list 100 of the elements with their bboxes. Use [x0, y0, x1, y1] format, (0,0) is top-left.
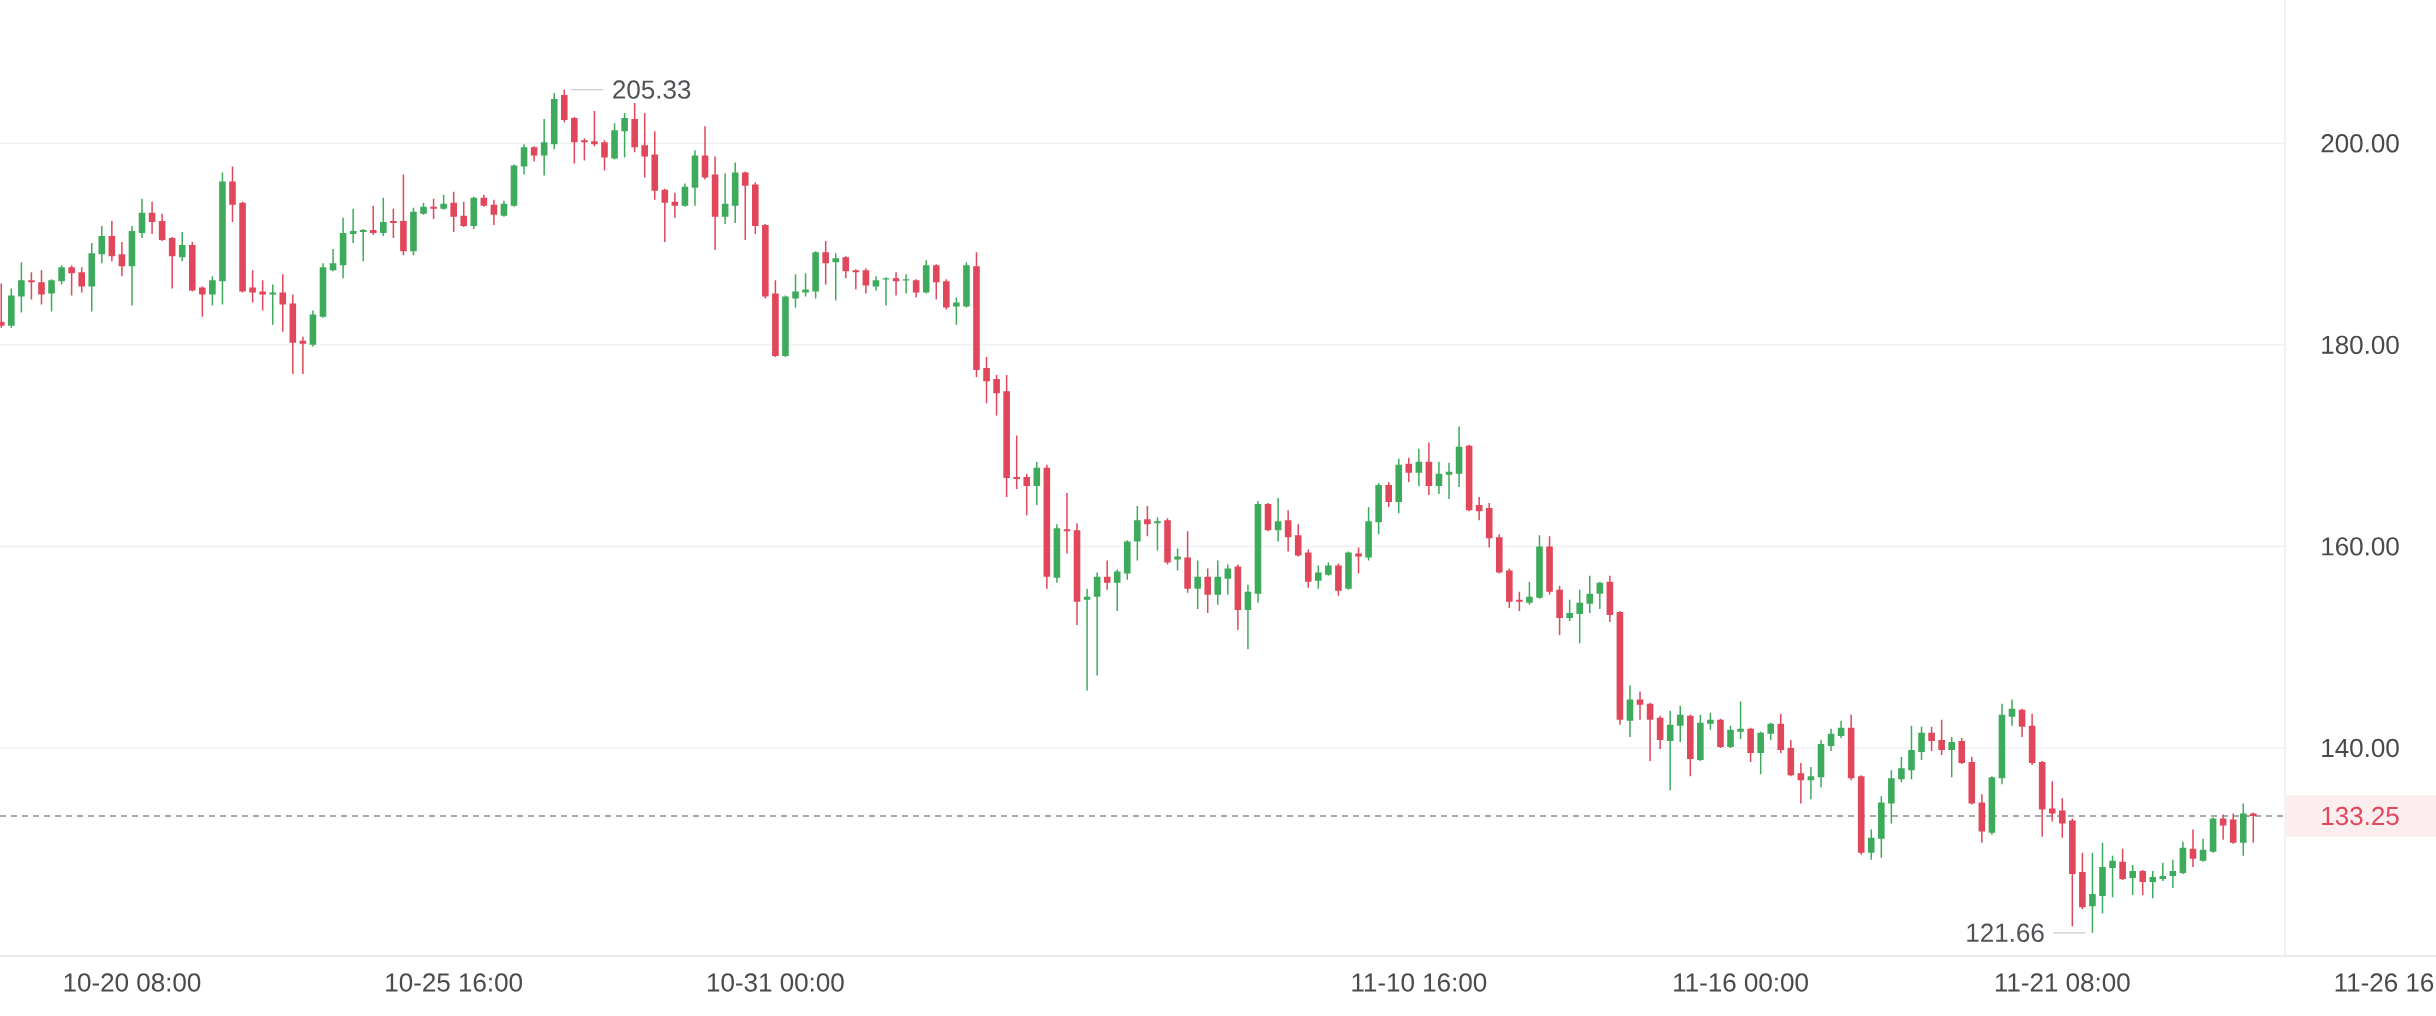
candlestick — [38, 270, 45, 305]
candlestick — [2018, 708, 2026, 737]
candlestick — [571, 117, 578, 164]
candlestick — [1767, 722, 1775, 740]
candlestick — [762, 223, 769, 299]
candlestick — [1274, 498, 1282, 542]
candlestick — [1908, 725, 1915, 780]
candlestick — [731, 162, 739, 223]
candlestick — [1365, 507, 1372, 561]
candlestick — [1556, 585, 1563, 636]
candlestick — [741, 171, 749, 241]
candlestick — [1968, 757, 1976, 805]
candlestick — [1606, 575, 1614, 622]
candlestick — [1616, 610, 1624, 725]
candlestick — [1978, 794, 1986, 843]
x-tick-label: 11-10 16:00 — [1352, 973, 1487, 992]
candlestick — [1113, 569, 1121, 611]
candlestick — [1385, 481, 1392, 508]
candlestick — [661, 188, 669, 243]
candlestick — [540, 119, 548, 176]
candlestick — [1204, 568, 1212, 613]
candlestick — [1455, 426, 1463, 487]
candlestick — [108, 220, 116, 262]
candlestick — [2058, 798, 2066, 838]
candlestick — [1294, 524, 1302, 557]
candlestick — [1777, 713, 1785, 754]
candlestick — [1626, 685, 1634, 737]
candlestick — [1807, 767, 1815, 800]
candlestick — [1083, 588, 1091, 691]
candlestick — [188, 242, 196, 292]
candlestick — [289, 294, 297, 375]
candlestick — [2239, 803, 2247, 856]
candlestick — [701, 126, 709, 180]
candlestick — [128, 225, 136, 306]
candlestick — [279, 274, 287, 332]
candlestick — [1415, 448, 1423, 486]
candlestick — [1676, 705, 1684, 742]
candlestick — [1073, 523, 1081, 626]
candlestick — [1646, 702, 1654, 762]
candlestick — [1325, 562, 1332, 576]
candlestick — [2028, 713, 2036, 766]
candlestick — [1093, 572, 1101, 676]
candlestick — [1998, 703, 2006, 785]
candlestick — [872, 276, 880, 291]
candlestick — [1697, 714, 1704, 762]
candlestick — [1918, 726, 1925, 761]
candlestick — [550, 92, 558, 150]
candlestick — [1797, 763, 1805, 804]
x-tick-label: 10-25 16:00 — [386, 973, 523, 992]
candlestick — [1425, 442, 1433, 496]
x-tick-label: 10-20 08:00 — [64, 973, 201, 992]
candlestick — [651, 131, 659, 200]
candlestick — [752, 182, 759, 234]
candlestick — [1264, 503, 1272, 532]
candlestick — [2159, 862, 2167, 881]
candlestick — [902, 274, 910, 294]
candlestick — [882, 277, 890, 306]
candlestick — [963, 262, 970, 308]
candlestick — [1134, 506, 1141, 561]
candlestick — [1164, 518, 1171, 565]
candlestick — [1938, 719, 1945, 756]
candlestick — [2099, 842, 2106, 914]
candlestick — [1224, 564, 1232, 595]
candlestick — [1194, 560, 1201, 609]
candlestick — [2038, 761, 2046, 837]
candlestick — [158, 213, 166, 242]
candlestick — [1817, 739, 1825, 788]
candlestick — [1847, 714, 1855, 781]
candlestick — [2048, 781, 2056, 822]
candlestick — [1335, 563, 1342, 596]
candlestick — [2119, 848, 2126, 880]
candlestick — [219, 172, 226, 305]
candlestick — [58, 265, 65, 285]
candlestick — [711, 156, 719, 251]
candlestick — [8, 288, 15, 328]
candlestick — [209, 276, 216, 306]
candlestick — [440, 194, 447, 210]
candlestick — [1666, 710, 1674, 791]
candlestick — [400, 174, 407, 256]
candlestick — [2139, 869, 2147, 896]
candlestick — [983, 356, 990, 404]
candlestick — [1988, 776, 1996, 835]
candlestick — [842, 256, 850, 279]
x-tick-label: 11-21 08:00 — [1995, 973, 2130, 992]
candlestick — [1315, 565, 1322, 589]
candlestick — [1033, 461, 1041, 506]
candlestick — [78, 267, 85, 293]
candlestick — [1596, 581, 1604, 609]
candlestick — [1536, 535, 1543, 599]
candlestick — [1254, 501, 1262, 603]
candlestick — [138, 198, 146, 239]
candlestick — [1747, 727, 1754, 763]
candlestick — [1405, 457, 1413, 482]
x-tick-label: 11-26 16 — [2335, 973, 2434, 992]
candlestick — [1063, 493, 1071, 554]
candlestick — [943, 279, 950, 310]
candlestick — [239, 201, 246, 293]
y-tick-label: 200.00 — [2321, 134, 2399, 153]
candlestick — [2069, 818, 2076, 927]
candlestick — [2229, 813, 2237, 844]
